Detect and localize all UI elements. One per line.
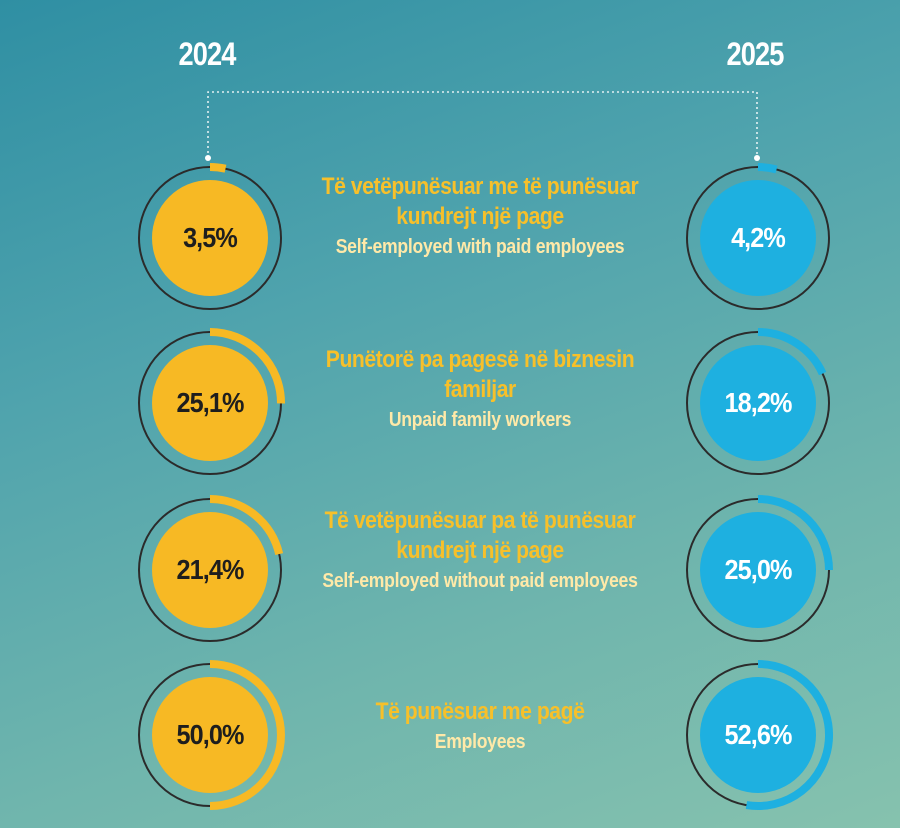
donut-arc: [209, 495, 284, 556]
donut-graphic: [686, 495, 833, 642]
category-label-english: Self-employed with paid employees: [335, 236, 625, 258]
chart-row-4: 50,0% 52,6%: [0, 655, 900, 815]
category-label-english: Employees: [434, 731, 526, 753]
donut-disc: [700, 677, 816, 793]
category-label-albanian: Të vetëpunësuar pa të punësuar kundrejt …: [324, 507, 636, 564]
category-label-english: Self-employed without paid employees: [322, 570, 638, 592]
donut-disc: [700, 345, 816, 461]
category-label-4: Të punësuar me pagë Employees: [322, 697, 639, 757]
value-label: 50,0%: [176, 719, 245, 750]
value-label: 21,4%: [176, 554, 245, 585]
donut-arc: [757, 328, 827, 376]
donut-graphic: [138, 495, 284, 642]
donut-graphic: [686, 328, 830, 475]
donut-arc: [757, 163, 778, 174]
donut-graphic: [686, 163, 830, 310]
year-2025-heading: 2025: [726, 36, 784, 72]
donut-disc: [700, 180, 816, 296]
donut-2024-4: 50,0%: [130, 655, 290, 815]
year-2024-heading: 2024: [178, 36, 236, 72]
donut-disc: [152, 677, 268, 793]
category-label-3: Të vetëpunësuar pa të punësuar kundrejt …: [322, 506, 639, 596]
donut-arc: [745, 660, 834, 810]
donut-disc: [152, 345, 268, 461]
donut-2025-2: 18,2%: [678, 323, 838, 483]
donut-graphic: [138, 328, 286, 475]
donut-2025-4: 52,6%: [678, 655, 838, 815]
donut-disc: [152, 180, 268, 296]
value-label: 52,6%: [724, 719, 793, 750]
value-label: 3,5%: [183, 222, 238, 253]
category-label-albanian: Punëtorë pa pagesë në biznesin familjar: [325, 346, 635, 403]
donut-graphic: [138, 660, 285, 810]
donut-arc: [757, 495, 833, 571]
category-label-1: Të vetëpunësuar me të punësuar kundrejt …: [322, 172, 639, 262]
donut-arc: [209, 660, 285, 810]
category-label-2: Punëtorë pa pagesë në biznesin familjar U…: [322, 345, 639, 435]
donut-graphic: [138, 163, 282, 310]
donut-disc: [700, 512, 816, 628]
value-label: 18,2%: [724, 387, 793, 418]
chart-row-3: 21,4% 25,0%: [0, 490, 900, 650]
category-label-albanian: Të punësuar me pagë: [375, 698, 585, 725]
value-label: 4,2%: [731, 222, 786, 253]
donut-arc: [209, 163, 227, 173]
donut-graphic: [686, 660, 834, 810]
donut-arc: [209, 328, 286, 404]
chart-row-2: 25,1% 18,2%: [0, 323, 900, 483]
donut-2024-2: 25,1%: [130, 323, 290, 483]
chart-row-1: 3,5% 4,2%: [0, 158, 900, 318]
donut-disc: [152, 512, 268, 628]
year-connector-line: [205, 91, 760, 161]
value-label: 25,0%: [724, 554, 793, 585]
donut-2024-3: 21,4%: [130, 490, 290, 650]
category-label-albanian: Të vetëpunësuar me të punësuar kundrejt …: [321, 173, 639, 230]
donut-2025-3: 25,0%: [678, 490, 838, 650]
value-label: 25,1%: [176, 387, 245, 418]
donut-2024-1: 3,5%: [130, 158, 290, 318]
category-label-english: Unpaid family workers: [388, 409, 572, 431]
donut-2025-1: 4,2%: [678, 158, 838, 318]
